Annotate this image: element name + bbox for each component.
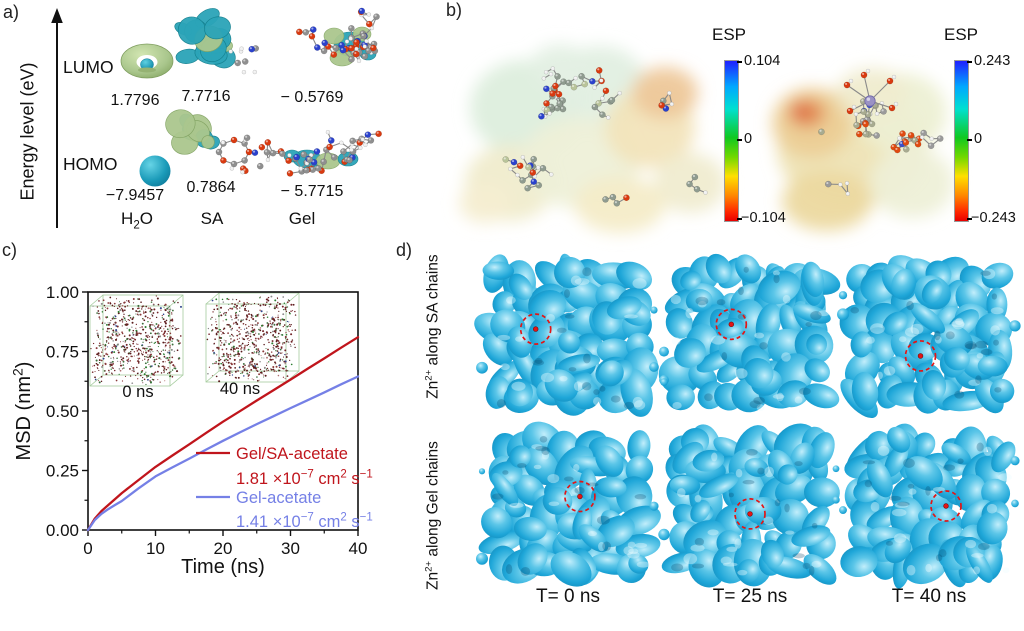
lumo-row-label: LUMO xyxy=(63,57,114,77)
row-label-rest: along SA chains xyxy=(424,254,442,370)
row-label-zn-gel-chains: Zn2+ along Gel chains xyxy=(423,416,442,616)
zn-atom xyxy=(864,95,876,107)
zn-density-surface-gel-t25 xyxy=(658,423,840,588)
inset-label-40ns: 40 ns xyxy=(219,380,261,398)
esp-colorbar-left-tick-top xyxy=(737,61,742,63)
zn-ion-dot xyxy=(728,321,735,328)
esp-colorbar-right-mid: 0 xyxy=(974,131,983,147)
gel-homo-molecule xyxy=(263,129,382,177)
zn-ion-dot xyxy=(577,493,583,500)
zn-marker-circle xyxy=(904,340,937,372)
esp-colorbar-left-tick-bottom xyxy=(737,218,742,220)
sa-homo-orbital-cluster xyxy=(165,109,266,175)
zn-text: Zn xyxy=(424,380,442,399)
esp-colorbar-left-mid: 0 xyxy=(744,131,753,147)
h2o-base: H xyxy=(121,209,134,228)
svg-text:MSD (nm2): MSD (nm2) xyxy=(9,362,35,461)
svg-text:Time (ns): Time (ns) xyxy=(181,556,265,578)
row-label-rest: along Gel chains xyxy=(424,441,442,561)
zn-charge-sup: 2+ xyxy=(423,560,435,572)
zn-marker-circle xyxy=(564,480,596,513)
svg-text:0.75: 0.75 xyxy=(46,343,79,362)
inset-label-0ns: 0 ns xyxy=(122,383,154,401)
esp-colorbar-left-title: ESP xyxy=(712,25,747,44)
zn-density-surface-sa-t40 xyxy=(837,255,1021,419)
h2o-subscript: 2 xyxy=(133,219,140,232)
zn-density-surface-gel-t40 xyxy=(839,423,1020,589)
zn-ion-dot xyxy=(917,353,924,359)
molecule-name-sa: SA xyxy=(200,209,224,228)
esp-colorbar-left-max: 0.104 xyxy=(744,53,781,69)
zn-marker-circle xyxy=(930,490,962,522)
zn-marker-circle xyxy=(734,498,766,530)
esp-colorbar-right-max: 0.243 xyxy=(974,53,1011,69)
msd-line-chart: 0 10 20 30 40 0.00 0.25 0.50 0.75 1.00 Time (ns) MS… xyxy=(9,283,373,578)
svg-text:1.41 ×10−7 cm2 s−1: 1.41 ×10−7 cm2 s−1 xyxy=(236,512,373,531)
zn-density-surface-sa-t0 xyxy=(474,253,659,417)
svg-text:0.25: 0.25 xyxy=(46,462,79,481)
panel-d-label: d) xyxy=(396,240,413,260)
curve-Gel/SA-acetate xyxy=(86,336,360,532)
sa-homo-energy-value: 0.7864 xyxy=(186,179,236,196)
esp-colorbar-right-tick-mid xyxy=(967,139,972,141)
sa-lumo-orbital-cluster xyxy=(174,8,260,75)
zn-density-surface-sa-t25 xyxy=(658,253,841,413)
esp-colorbar-left-tick-mid xyxy=(737,139,742,141)
svg-text:Gel-acetate: Gel-acetate xyxy=(236,489,321,507)
svg-text:Gel/SA-acetate: Gel/SA-acetate xyxy=(236,445,348,463)
col-label-t40: T= 40 ns xyxy=(891,586,967,607)
svg-text:0.50: 0.50 xyxy=(46,402,79,421)
zn-marker-circle xyxy=(519,313,552,345)
h2o-end: O xyxy=(139,209,153,228)
gel-lumo-energy-value: − 0.5769 xyxy=(280,89,344,106)
svg-text:1.81 ×10−7 cm2 s−1: 1.81 ×10−7 cm2 s−1 xyxy=(236,469,373,488)
homo-row-label: HOMO xyxy=(63,154,118,174)
gel-lumo-molecule xyxy=(296,7,380,67)
row-label-zn-sa-chains: Zn2+ along SA chains xyxy=(423,227,442,427)
esp-colorbar-right-tick-bottom xyxy=(967,218,972,220)
esp-colorbar-right xyxy=(954,60,969,222)
panel-b-label: b) xyxy=(446,0,463,20)
h2o-lumo-energy-value: 1.7796 xyxy=(110,92,160,109)
zn-ion-dot xyxy=(532,326,539,332)
zn-charge-sup: 2+ xyxy=(423,369,435,381)
zn-marker-circle xyxy=(715,308,748,341)
h2o-homo-orbital-sphere xyxy=(139,155,171,187)
col-label-t0: T= 0 ns xyxy=(536,586,600,607)
gel-homo-energy-value: − 5.7715 xyxy=(280,183,344,200)
esp-colorbar-left xyxy=(724,60,739,222)
svg-text:0: 0 xyxy=(83,539,92,558)
svg-text:30: 30 xyxy=(281,539,300,558)
panel-c-label: c) xyxy=(2,240,17,260)
esp-colorbar-right-min: −0.243 xyxy=(971,210,1016,226)
energy-axis-label: Energy level (eV) xyxy=(17,62,38,201)
zn-text: Zn xyxy=(424,571,442,590)
esp-colorbar-right-title: ESP xyxy=(944,25,979,44)
sa-lumo-energy-value: 7.7716 xyxy=(181,88,231,105)
panel-a-label: a) xyxy=(3,2,20,22)
svg-text:1.00: 1.00 xyxy=(46,283,79,302)
molecule-name-h2o: H2O xyxy=(115,209,159,231)
zn-ion-dot xyxy=(943,503,949,509)
h2o-lumo-orbital-torus xyxy=(120,43,174,79)
esp-colorbar-right-tick-top xyxy=(967,61,972,63)
svg-text:10: 10 xyxy=(146,539,165,558)
col-label-t25: T= 25 ns xyxy=(712,586,788,607)
svg-text:40: 40 xyxy=(349,539,368,558)
molecule-name-gel: Gel xyxy=(288,209,316,228)
esp-colorbar-left-min: −0.104 xyxy=(741,210,786,226)
zn-density-surface-gel-t0 xyxy=(476,421,661,587)
zn-ion-dot xyxy=(747,511,753,517)
svg-text:0.00: 0.00 xyxy=(46,521,79,540)
svg-text:20: 20 xyxy=(214,539,233,558)
h2o-homo-energy-value: −7.9457 xyxy=(105,187,165,204)
esp-surface-molecule-right xyxy=(772,68,954,231)
energy-axis-arrow xyxy=(51,8,63,228)
esp-surface-molecule-left xyxy=(459,44,726,233)
